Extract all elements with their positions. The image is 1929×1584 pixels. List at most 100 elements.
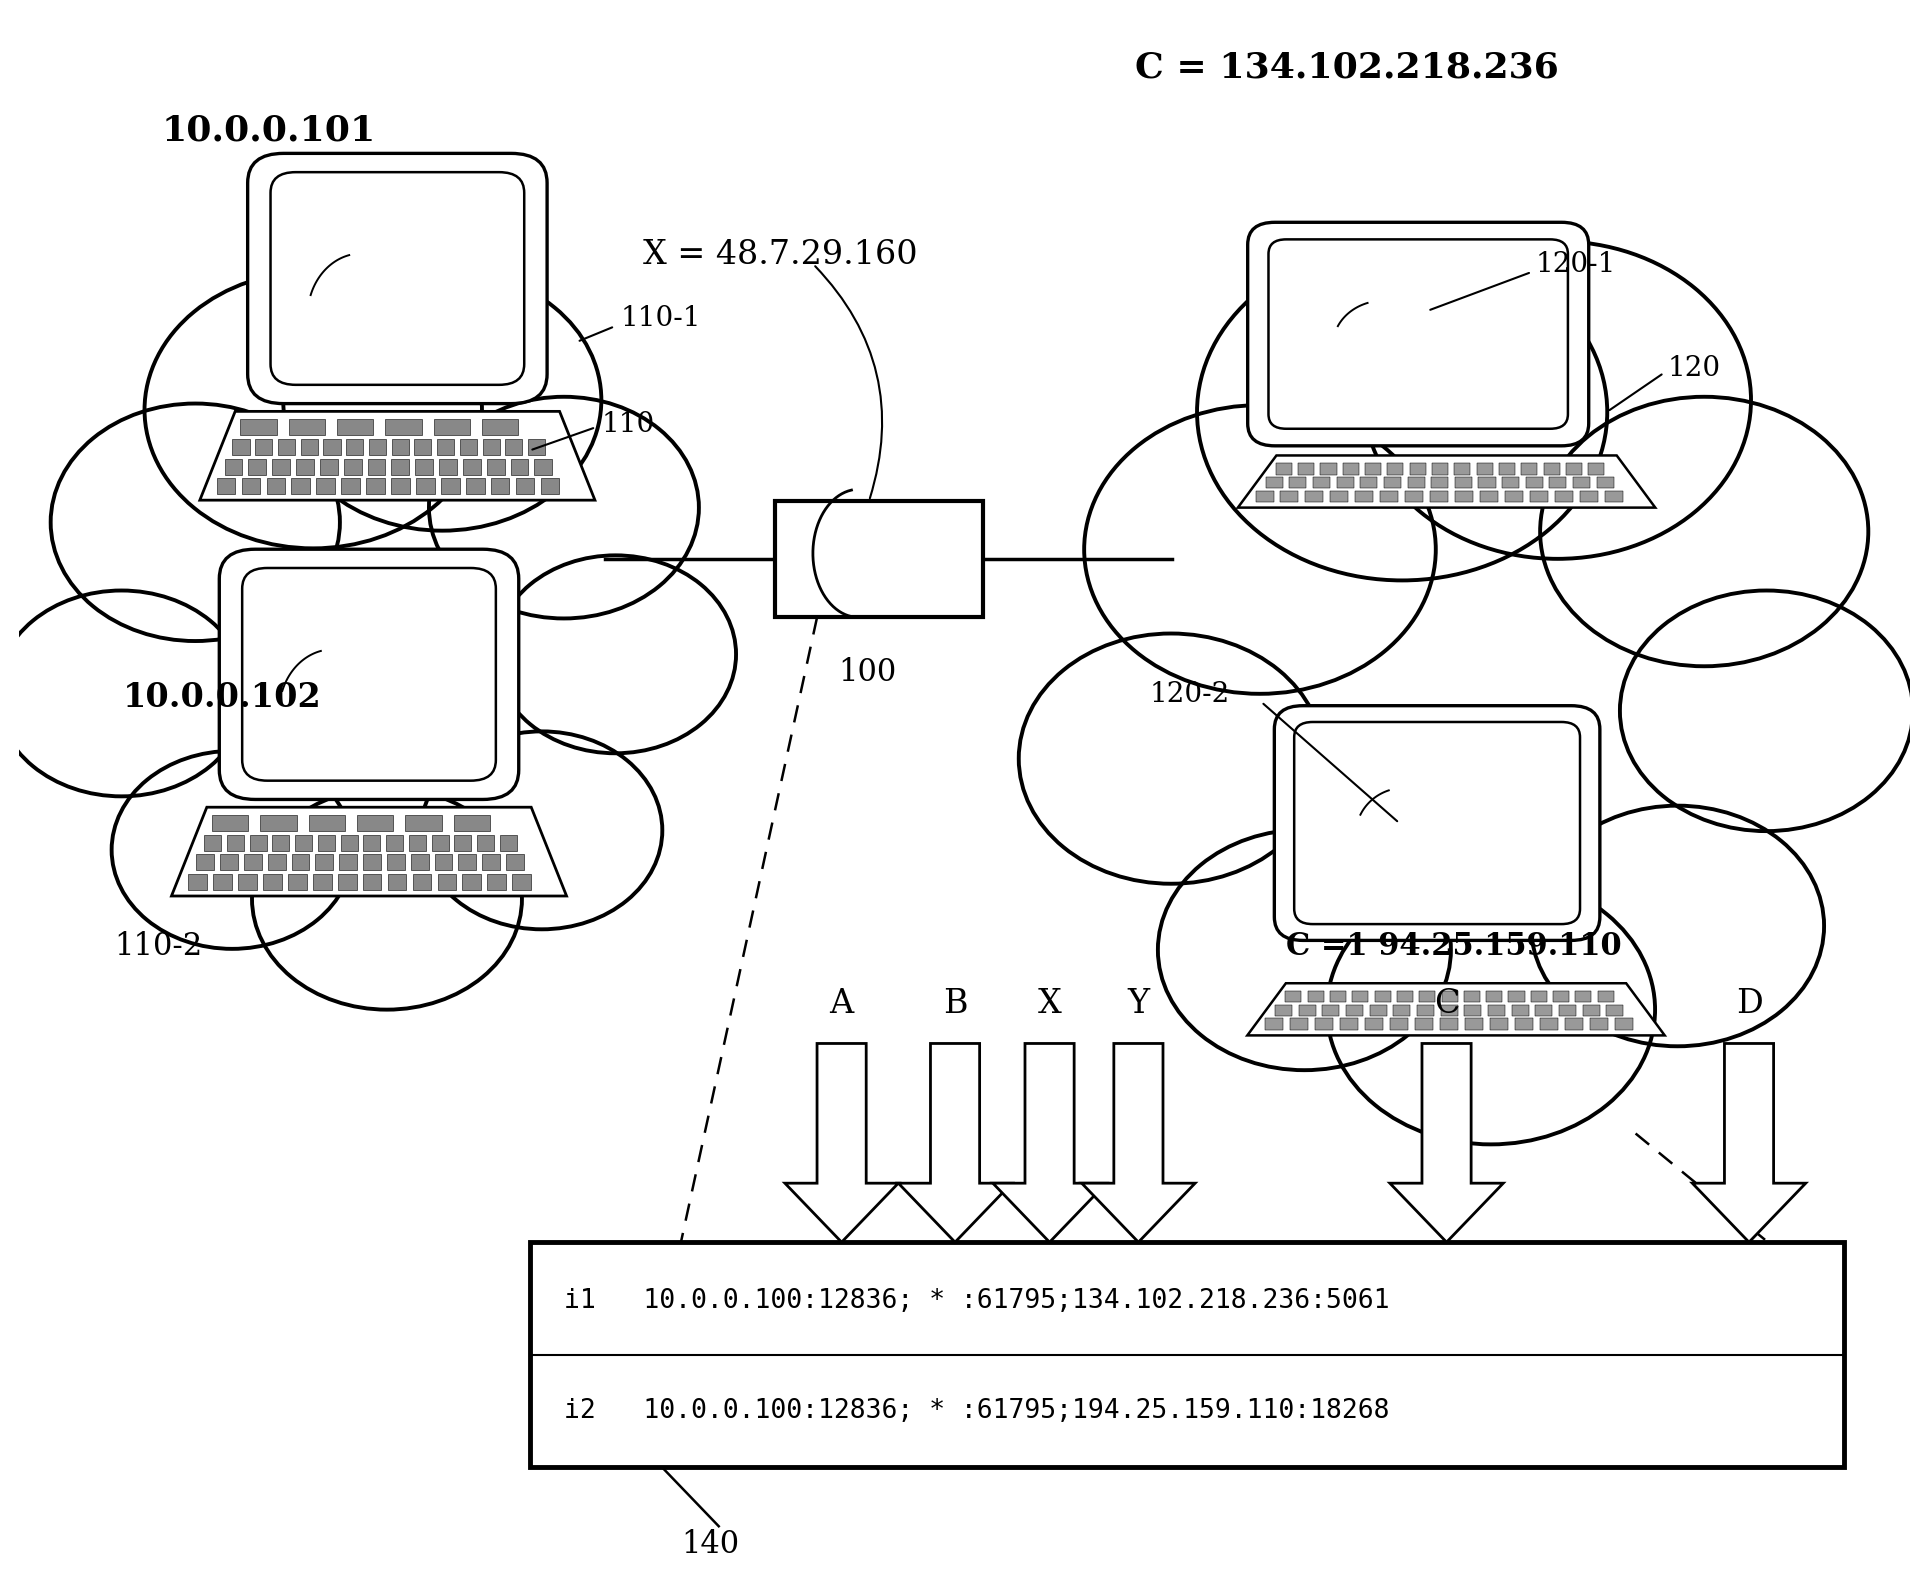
FancyBboxPatch shape: [1589, 1019, 1607, 1030]
FancyBboxPatch shape: [1298, 463, 1314, 475]
FancyBboxPatch shape: [1607, 1004, 1622, 1017]
FancyBboxPatch shape: [1321, 463, 1337, 475]
FancyBboxPatch shape: [1572, 477, 1589, 488]
FancyBboxPatch shape: [438, 439, 453, 455]
FancyBboxPatch shape: [367, 478, 386, 494]
Polygon shape: [201, 412, 594, 501]
FancyBboxPatch shape: [278, 439, 295, 455]
FancyBboxPatch shape: [345, 439, 363, 455]
FancyBboxPatch shape: [1265, 477, 1283, 488]
FancyBboxPatch shape: [388, 854, 405, 870]
FancyBboxPatch shape: [241, 420, 276, 436]
FancyBboxPatch shape: [1454, 463, 1470, 475]
FancyBboxPatch shape: [1329, 992, 1346, 1003]
FancyBboxPatch shape: [459, 439, 476, 455]
FancyBboxPatch shape: [1559, 1004, 1576, 1017]
Circle shape: [284, 269, 602, 531]
FancyBboxPatch shape: [301, 439, 318, 455]
FancyBboxPatch shape: [1366, 1019, 1383, 1030]
FancyBboxPatch shape: [318, 835, 336, 851]
FancyBboxPatch shape: [1308, 992, 1323, 1003]
FancyBboxPatch shape: [1464, 1004, 1481, 1017]
FancyBboxPatch shape: [1478, 477, 1495, 488]
Polygon shape: [1248, 984, 1665, 1036]
FancyBboxPatch shape: [214, 874, 231, 890]
FancyBboxPatch shape: [1508, 992, 1524, 1003]
FancyBboxPatch shape: [262, 874, 282, 890]
FancyBboxPatch shape: [392, 439, 409, 455]
FancyBboxPatch shape: [1360, 477, 1377, 488]
FancyBboxPatch shape: [272, 458, 289, 475]
FancyBboxPatch shape: [324, 439, 341, 455]
Circle shape: [421, 732, 662, 930]
FancyBboxPatch shape: [1532, 992, 1547, 1003]
FancyBboxPatch shape: [415, 458, 434, 475]
Text: 120-1: 120-1: [1535, 250, 1617, 277]
FancyBboxPatch shape: [388, 874, 407, 890]
FancyBboxPatch shape: [241, 478, 260, 494]
FancyBboxPatch shape: [511, 458, 529, 475]
Polygon shape: [993, 1044, 1107, 1242]
FancyBboxPatch shape: [1588, 463, 1605, 475]
FancyBboxPatch shape: [228, 835, 243, 851]
FancyBboxPatch shape: [341, 478, 361, 494]
FancyBboxPatch shape: [1489, 1019, 1508, 1030]
FancyBboxPatch shape: [1539, 1019, 1557, 1030]
FancyBboxPatch shape: [216, 478, 235, 494]
FancyBboxPatch shape: [249, 835, 266, 851]
FancyBboxPatch shape: [340, 854, 357, 870]
Polygon shape: [785, 1044, 899, 1242]
FancyBboxPatch shape: [243, 854, 262, 870]
FancyBboxPatch shape: [1346, 1004, 1364, 1017]
FancyBboxPatch shape: [249, 458, 266, 475]
FancyBboxPatch shape: [320, 458, 338, 475]
FancyBboxPatch shape: [291, 478, 311, 494]
FancyBboxPatch shape: [1414, 1019, 1433, 1030]
FancyBboxPatch shape: [1387, 463, 1404, 475]
FancyBboxPatch shape: [1582, 1004, 1599, 1017]
Text: C = 134.102.218.236: C = 134.102.218.236: [1134, 51, 1559, 86]
FancyBboxPatch shape: [459, 854, 476, 870]
FancyBboxPatch shape: [1337, 477, 1354, 488]
FancyBboxPatch shape: [434, 420, 471, 436]
FancyBboxPatch shape: [392, 478, 409, 494]
FancyBboxPatch shape: [1605, 491, 1622, 502]
FancyBboxPatch shape: [368, 458, 386, 475]
Circle shape: [1539, 396, 1869, 667]
Circle shape: [1620, 591, 1914, 832]
FancyBboxPatch shape: [1265, 1019, 1283, 1030]
FancyBboxPatch shape: [463, 458, 480, 475]
FancyBboxPatch shape: [1464, 1019, 1483, 1030]
FancyBboxPatch shape: [775, 501, 984, 618]
Polygon shape: [899, 1044, 1013, 1242]
FancyBboxPatch shape: [1294, 722, 1580, 923]
Text: C =1 94.25.159.110: C =1 94.25.159.110: [1287, 931, 1622, 961]
FancyBboxPatch shape: [316, 854, 334, 870]
Text: 110: 110: [602, 410, 654, 437]
FancyBboxPatch shape: [197, 854, 214, 870]
FancyBboxPatch shape: [312, 874, 332, 890]
FancyBboxPatch shape: [363, 854, 380, 870]
FancyBboxPatch shape: [237, 874, 257, 890]
Circle shape: [1364, 241, 1752, 559]
Text: i2   10.0.0.100:12836; * :61795;194.25.159.110:18268: i2 10.0.0.100:12836; * :61795;194.25.159…: [563, 1399, 1389, 1424]
FancyBboxPatch shape: [434, 854, 453, 870]
FancyBboxPatch shape: [1454, 491, 1474, 502]
FancyBboxPatch shape: [1499, 463, 1514, 475]
FancyBboxPatch shape: [1566, 463, 1582, 475]
FancyBboxPatch shape: [1564, 1019, 1582, 1030]
Text: 10.0.0.102: 10.0.0.102: [123, 681, 322, 714]
FancyBboxPatch shape: [1576, 992, 1591, 1003]
Text: X: X: [1038, 988, 1061, 1020]
Circle shape: [112, 751, 353, 949]
FancyBboxPatch shape: [341, 835, 357, 851]
FancyBboxPatch shape: [1553, 992, 1568, 1003]
FancyBboxPatch shape: [386, 835, 403, 851]
Text: C: C: [1433, 988, 1460, 1020]
FancyBboxPatch shape: [476, 835, 494, 851]
Circle shape: [50, 404, 340, 642]
FancyBboxPatch shape: [1275, 1004, 1292, 1017]
Text: 140: 140: [681, 1529, 739, 1560]
FancyBboxPatch shape: [505, 439, 523, 455]
FancyBboxPatch shape: [1512, 1004, 1528, 1017]
